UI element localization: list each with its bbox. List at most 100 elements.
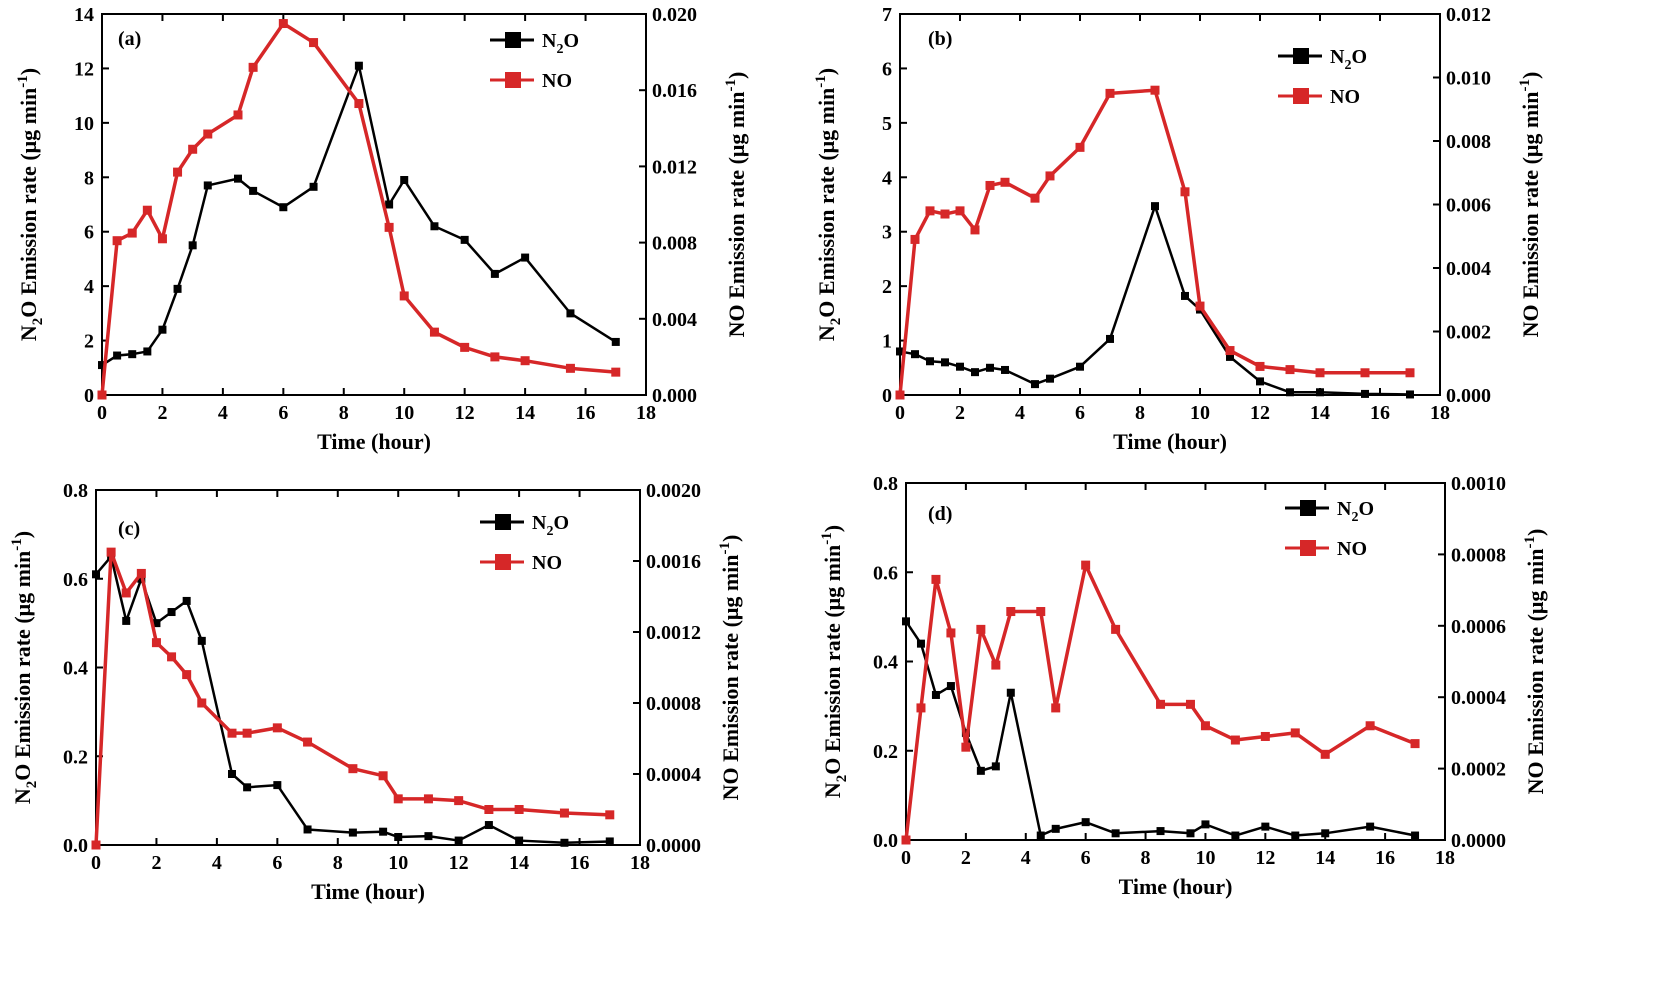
data-point-n2o xyxy=(605,837,614,846)
data-point-n2o xyxy=(1321,829,1330,838)
y-right-tick-label: 0.0004 xyxy=(1451,687,1506,709)
data-point-n2o xyxy=(92,570,100,579)
legend-marker-no xyxy=(1293,88,1309,104)
series-line-no xyxy=(100,21,616,396)
data-point-n2o xyxy=(279,203,288,212)
data-point-no xyxy=(1000,177,1010,187)
y-left-tick-label: 12 xyxy=(74,58,94,80)
x-tick-label: 8 xyxy=(333,852,343,874)
data-point-n2o xyxy=(1051,824,1060,833)
data-point-n2o xyxy=(430,222,439,231)
data-point-n2o xyxy=(1201,820,1210,829)
plot-frame xyxy=(899,13,1441,396)
x-tick-label: 14 xyxy=(515,402,535,424)
data-point-n2o xyxy=(354,61,363,70)
chart-panel-b: 0 2 4 6 8 10 12 14 16 18012345670.0000.0020.0040.… xyxy=(813,4,1543,454)
data-point-n2o xyxy=(941,358,949,367)
data-point-no xyxy=(1320,749,1330,759)
series-line-n2o xyxy=(904,620,1416,837)
x-tick-label: 0 xyxy=(91,852,101,874)
y-left-tick-label: 0.0 xyxy=(63,835,88,857)
data-point-no xyxy=(272,723,282,733)
data-point-no xyxy=(1051,703,1061,713)
data-point-no xyxy=(1410,739,1420,749)
x-tick-label: 14 xyxy=(1315,847,1335,869)
data-point-n2o xyxy=(167,608,176,617)
data-point-n2o xyxy=(98,361,106,370)
data-point-no xyxy=(611,367,621,377)
data-point-no xyxy=(91,840,101,850)
data-point-no xyxy=(1200,721,1210,731)
data-point-no xyxy=(173,167,183,177)
data-point-n2o xyxy=(348,828,357,837)
y-right-tick-label: 0.0008 xyxy=(1451,544,1506,566)
data-point-n2o xyxy=(152,619,161,628)
data-point-no xyxy=(136,568,146,578)
data-point-no xyxy=(514,805,524,814)
plot-frame xyxy=(101,13,647,396)
data-point-no xyxy=(348,764,358,774)
data-point-no xyxy=(423,794,433,804)
panel-label: (c) xyxy=(118,518,140,540)
data-point-n2o xyxy=(394,833,403,842)
y-left-tick-label: 0.8 xyxy=(63,480,88,502)
data-point-no xyxy=(1036,607,1046,617)
data-point-no xyxy=(151,638,161,648)
data-point-no xyxy=(303,737,313,747)
chart-panel-a: 0 2 4 6 8 10 12 14 16 18 0 2 4 6 8 10 12 14 0.000 0.004 0.00… xyxy=(15,4,749,454)
plot-frame xyxy=(95,489,641,846)
series-line-no xyxy=(94,550,610,846)
y-left-tick-label: 0.2 xyxy=(63,746,88,768)
x-tick-label: 18 xyxy=(630,852,650,874)
data-point-no xyxy=(127,228,137,238)
x-tick-label: 10 xyxy=(1195,847,1215,869)
x-tick-label: 10 xyxy=(1190,402,1210,424)
data-point-no xyxy=(142,205,152,215)
y-left-tick-label: 0.0 xyxy=(873,830,898,852)
x-tick-label: 10 xyxy=(388,852,408,874)
y-left-tick-label: 14 xyxy=(74,4,94,26)
x-tick-label: 14 xyxy=(1310,402,1330,424)
data-point-no xyxy=(429,327,439,337)
data-point-no xyxy=(1006,607,1016,617)
y-right-tick-label: 0.012 xyxy=(1446,4,1491,26)
y-left-axis-title: N2O Emission rate (μg min-1) xyxy=(819,525,850,798)
data-point-n2o xyxy=(400,176,409,185)
x-tick-label: 16 xyxy=(1370,402,1390,424)
y-right-tick-label: 0.012 xyxy=(652,156,697,178)
data-point-no xyxy=(197,698,207,708)
data-point-no xyxy=(309,38,319,48)
y-right-axis-title: NO Emission rate (μg min-1) xyxy=(1522,529,1548,795)
data-point-no xyxy=(384,222,394,232)
data-point-no xyxy=(1405,368,1415,378)
data-point-n2o xyxy=(1411,831,1420,840)
y-left-tick-label: 0.6 xyxy=(63,569,88,591)
x-tick-label: 0 xyxy=(901,847,911,869)
y-left-tick-label: 6 xyxy=(84,222,94,244)
data-point-no xyxy=(1365,721,1375,731)
data-point-n2o xyxy=(454,836,463,845)
y-left-tick-label: 6 xyxy=(882,58,892,80)
data-point-n2o xyxy=(122,616,131,625)
data-point-no xyxy=(378,771,388,781)
legend-label-no: NO xyxy=(542,70,572,92)
data-point-no xyxy=(991,660,1001,670)
y-right-tick-label: 0.000 xyxy=(652,385,697,407)
data-point-no xyxy=(248,62,258,72)
data-point-n2o xyxy=(309,182,318,191)
data-point-n2o xyxy=(1031,380,1039,389)
data-point-n2o xyxy=(1006,688,1015,697)
data-point-no xyxy=(976,624,986,634)
data-point-no xyxy=(970,225,980,235)
data-point-n2o xyxy=(926,357,934,366)
data-point-n2o xyxy=(896,347,904,356)
data-point-no xyxy=(242,728,252,738)
data-point-n2o xyxy=(916,639,925,648)
plot-frame xyxy=(905,482,1446,841)
legend-label-no: NO xyxy=(1337,538,1367,560)
data-point-no xyxy=(490,352,500,362)
series-line-no xyxy=(898,88,1410,396)
data-point-no xyxy=(916,703,926,713)
data-point-n2o xyxy=(182,596,191,605)
series-line-n2o xyxy=(95,555,610,845)
